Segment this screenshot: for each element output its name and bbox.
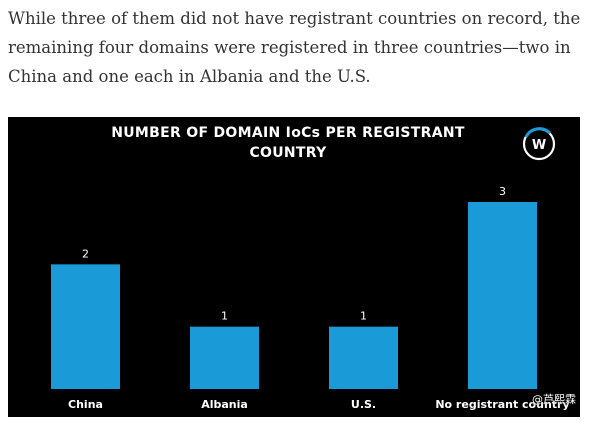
- bar-china: [51, 264, 120, 389]
- x-tick-label: China: [68, 398, 103, 411]
- x-tick-label: U.S.: [351, 398, 376, 411]
- data-label: 3: [499, 185, 506, 198]
- w-globe-logo-icon: W: [522, 127, 556, 161]
- data-label: 1: [360, 310, 367, 323]
- bar-no-registrant-country: [468, 202, 537, 389]
- x-tick-label: Albania: [201, 398, 248, 411]
- watermark: @芦熙霖: [532, 393, 576, 406]
- data-label: 1: [221, 310, 228, 323]
- x-tick-label: No registrant country: [435, 398, 569, 411]
- chart-title: NUMBER OF DOMAIN IoCs PER REGISTRANT COU…: [111, 125, 465, 161]
- article-paragraph: While three of them did not have registr…: [8, 9, 581, 86]
- data-label: 2: [82, 247, 89, 260]
- bar-u-s-: [329, 326, 398, 389]
- bar-chart: 2 China 1 Albania 1 U.S. 3 No registrant countr…: [51, 185, 570, 411]
- bar-albania: [190, 326, 259, 389]
- chart-panel: NUMBER OF DOMAIN IoCs PER REGISTRANT COU…: [8, 117, 580, 417]
- logo-letter: W: [532, 138, 546, 153]
